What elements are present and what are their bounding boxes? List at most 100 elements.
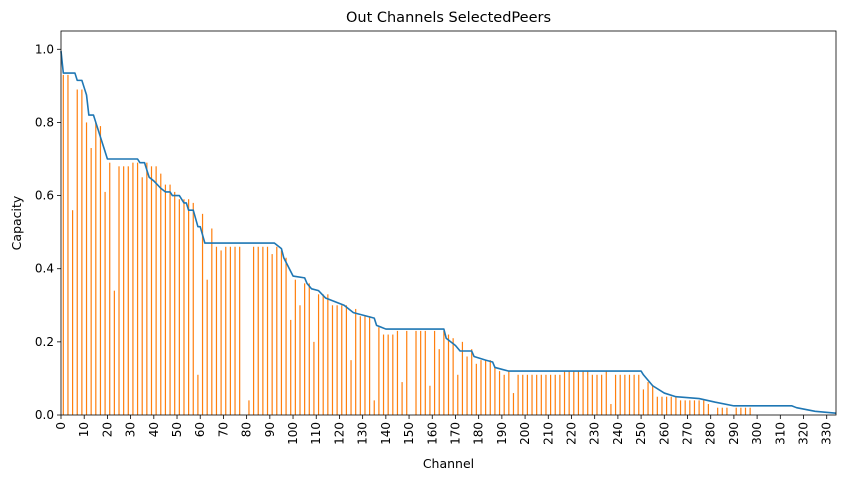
bar: [503, 374, 505, 415]
x-tick-label: 50: [170, 422, 184, 437]
x-tick-label: 10: [77, 422, 91, 437]
bar: [670, 396, 672, 415]
bar: [257, 246, 259, 415]
bar: [392, 334, 394, 415]
x-tick-label: 30: [124, 422, 138, 437]
bar: [62, 74, 64, 415]
bar: [573, 371, 575, 415]
x-tick-label: 120: [332, 422, 346, 445]
bar: [429, 385, 431, 415]
bar: [452, 338, 454, 415]
bar: [480, 360, 482, 415]
bar: [378, 327, 380, 415]
bar: [396, 330, 399, 415]
bar: [661, 396, 663, 415]
x-tick-label: 300: [750, 422, 764, 445]
x-tick-label: 90: [263, 422, 277, 437]
bar: [471, 349, 473, 415]
x-tick-label: 160: [425, 422, 439, 445]
bar: [266, 246, 269, 415]
bar: [401, 382, 403, 415]
x-tick-label: 330: [820, 422, 834, 445]
x-tick-label: 110: [309, 422, 323, 445]
bar: [276, 246, 278, 415]
bar: [489, 360, 491, 415]
bar: [698, 400, 700, 415]
bar: [512, 393, 515, 415]
x-tick-label: 60: [193, 422, 207, 437]
bar: [290, 319, 292, 415]
bar: [141, 177, 143, 415]
bar: [721, 407, 723, 415]
bar: [563, 371, 566, 415]
bar: [591, 374, 593, 415]
bar: [605, 371, 607, 415]
bar: [215, 246, 218, 415]
x-tick-label: 150: [402, 422, 416, 445]
bar: [331, 305, 334, 415]
bar: [160, 173, 162, 415]
bar: [322, 294, 324, 415]
bar: [693, 400, 696, 415]
bar: [299, 305, 301, 415]
x-tick-label: 140: [379, 422, 393, 445]
bar: [438, 349, 440, 415]
bar: [536, 374, 538, 415]
bar: [628, 374, 631, 415]
bar: [596, 374, 598, 415]
bar: [225, 246, 227, 415]
bar: [206, 279, 208, 415]
bar: [466, 356, 468, 415]
bar: [132, 162, 134, 415]
bar: [373, 400, 375, 415]
plot-frame: [60, 30, 837, 416]
bar: [540, 374, 542, 415]
y-tick-label: 0.8: [35, 115, 54, 129]
bar: [406, 330, 408, 415]
bar: [317, 294, 320, 415]
bar: [220, 250, 222, 415]
bar: [85, 122, 88, 416]
x-tick-label: 240: [611, 422, 625, 445]
bar: [150, 166, 153, 415]
bar: [559, 374, 561, 415]
x-tick-label: 230: [588, 422, 602, 445]
bar: [327, 294, 329, 415]
bar: [568, 371, 570, 415]
bar: [735, 407, 737, 415]
x-tick-label: 270: [680, 422, 694, 445]
x-axis: 0 10 20 30 40 50 60 70 80 90 100 110 120 130 140 150 160…: [54, 415, 834, 445]
bar: [638, 374, 640, 415]
bar: [136, 162, 139, 415]
bar: [345, 305, 347, 415]
x-tick-label: 20: [100, 422, 114, 437]
bar: [369, 316, 371, 415]
bar: [234, 246, 236, 415]
bar: [424, 330, 426, 415]
bar: [577, 371, 580, 415]
bar: [587, 371, 589, 415]
bar: [248, 400, 250, 415]
bar: [271, 254, 273, 415]
x-tick-label: 40: [147, 422, 161, 437]
bar: [443, 330, 445, 415]
y-tick-label: 0.0: [35, 408, 54, 422]
bar: [178, 199, 180, 415]
bar: [201, 213, 204, 415]
y-tick-label: 0.6: [35, 189, 54, 203]
x-tick-label: 290: [727, 422, 741, 445]
x-tick-label: 180: [472, 422, 486, 445]
bar: [81, 89, 83, 415]
bar: [188, 199, 190, 415]
bar: [726, 407, 728, 415]
bar: [355, 308, 357, 415]
bar: [211, 228, 213, 415]
y-axis: 0.0 0.2 0.4 0.6 0.8 1.0: [35, 42, 61, 422]
bar: [447, 334, 450, 415]
bar: [633, 374, 635, 415]
bar: [155, 166, 157, 415]
bar: [675, 396, 677, 415]
bar: [703, 400, 705, 415]
